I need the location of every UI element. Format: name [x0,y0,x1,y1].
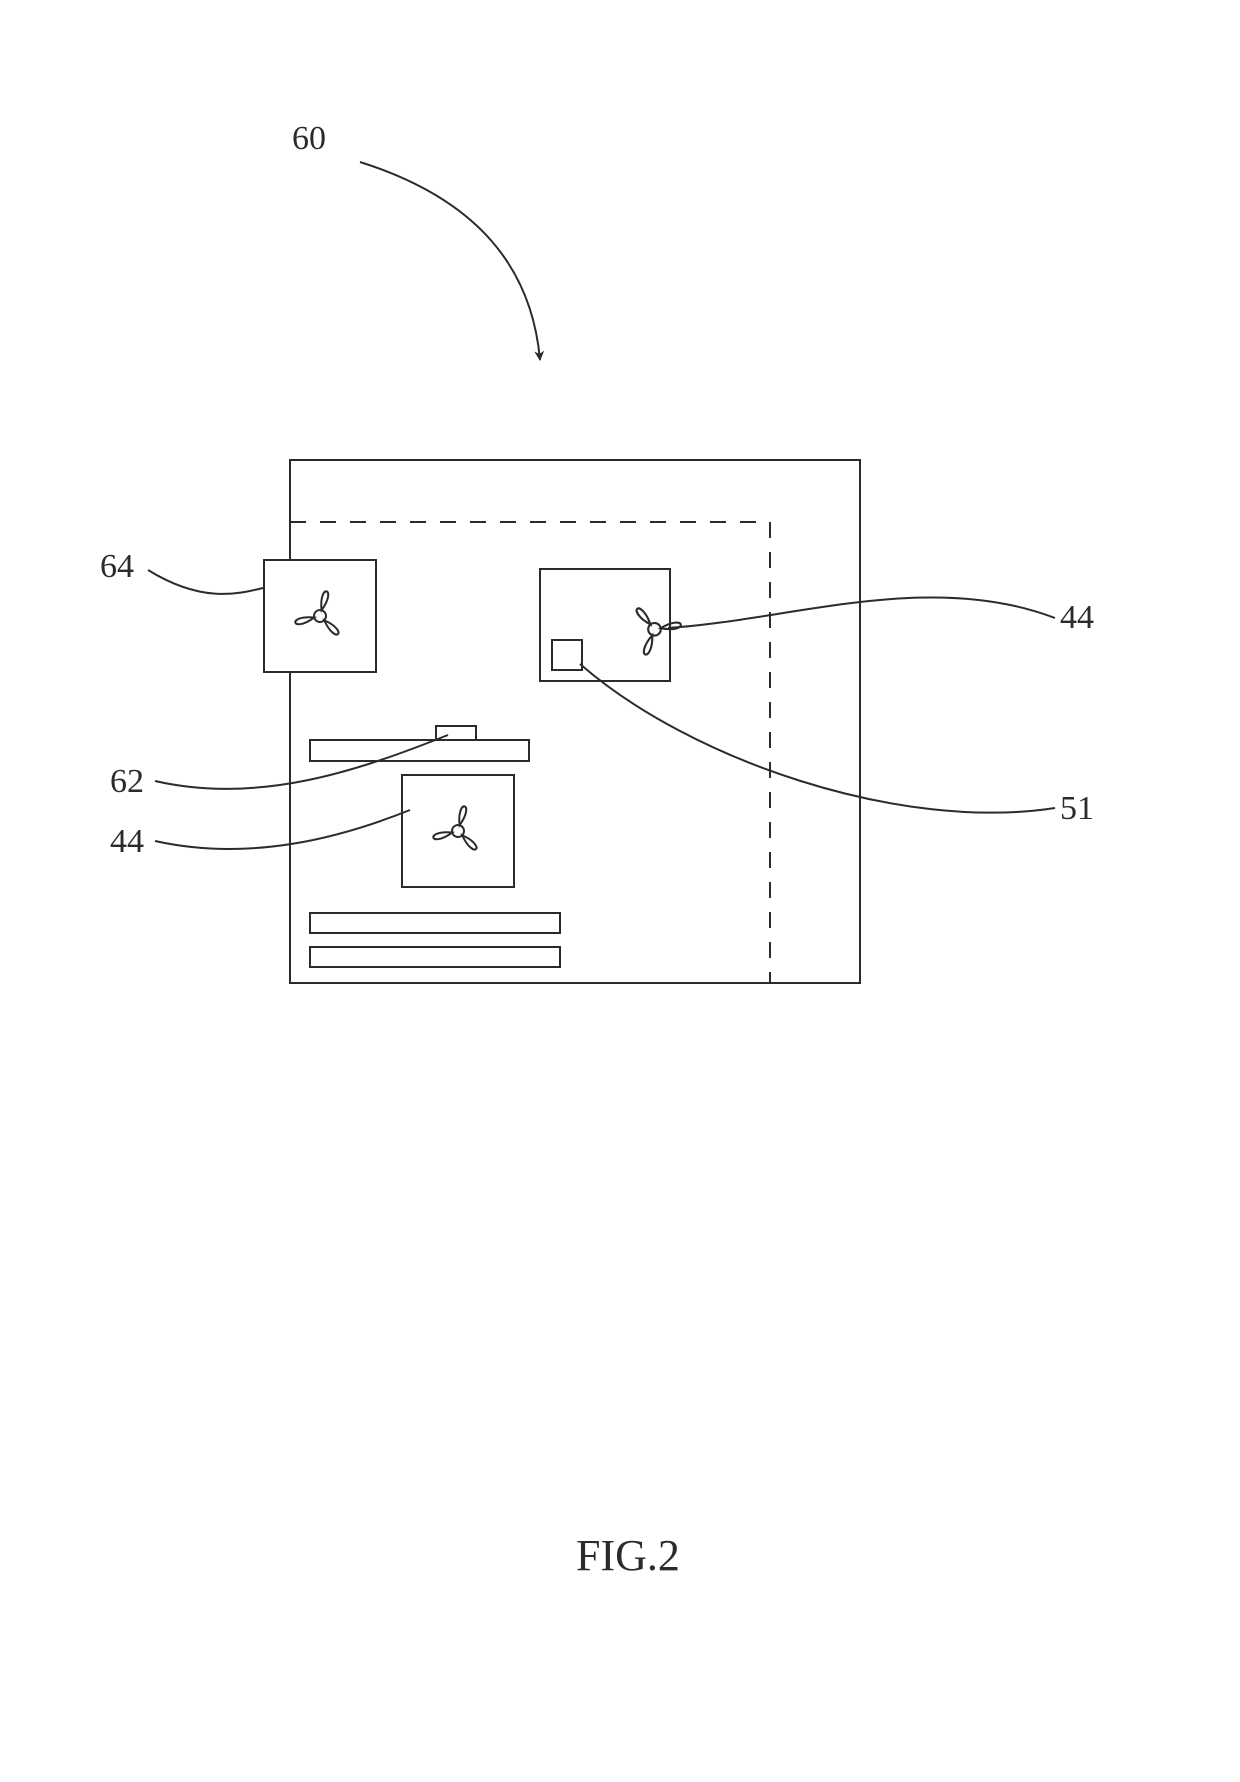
cpu-bar [310,740,529,761]
ref-60: 60 [292,120,326,158]
enclosure-box [290,460,860,983]
leader-51 [580,664,1055,813]
leader-64 [148,570,263,594]
ref-51: 51 [1060,790,1094,828]
figure-canvas: 60 64 62 44 44 51 FIG.2 [0,0,1240,1782]
slot-1 [310,913,560,933]
fan-64-box [264,560,376,672]
ref-62: 62 [110,763,144,801]
ref-44-right: 44 [1060,599,1094,637]
diagram-svg [0,0,1240,1782]
slot-2 [310,947,560,967]
fan-icon [431,800,487,852]
ref-44-left: 44 [110,823,144,861]
leader-44-right [668,597,1055,628]
leader-44-left [155,810,410,849]
figure-caption: FIG.2 [576,1530,680,1581]
fan-44-mid-box [402,775,514,887]
ref-64: 64 [100,548,134,586]
leader-60-arrow [360,162,540,360]
